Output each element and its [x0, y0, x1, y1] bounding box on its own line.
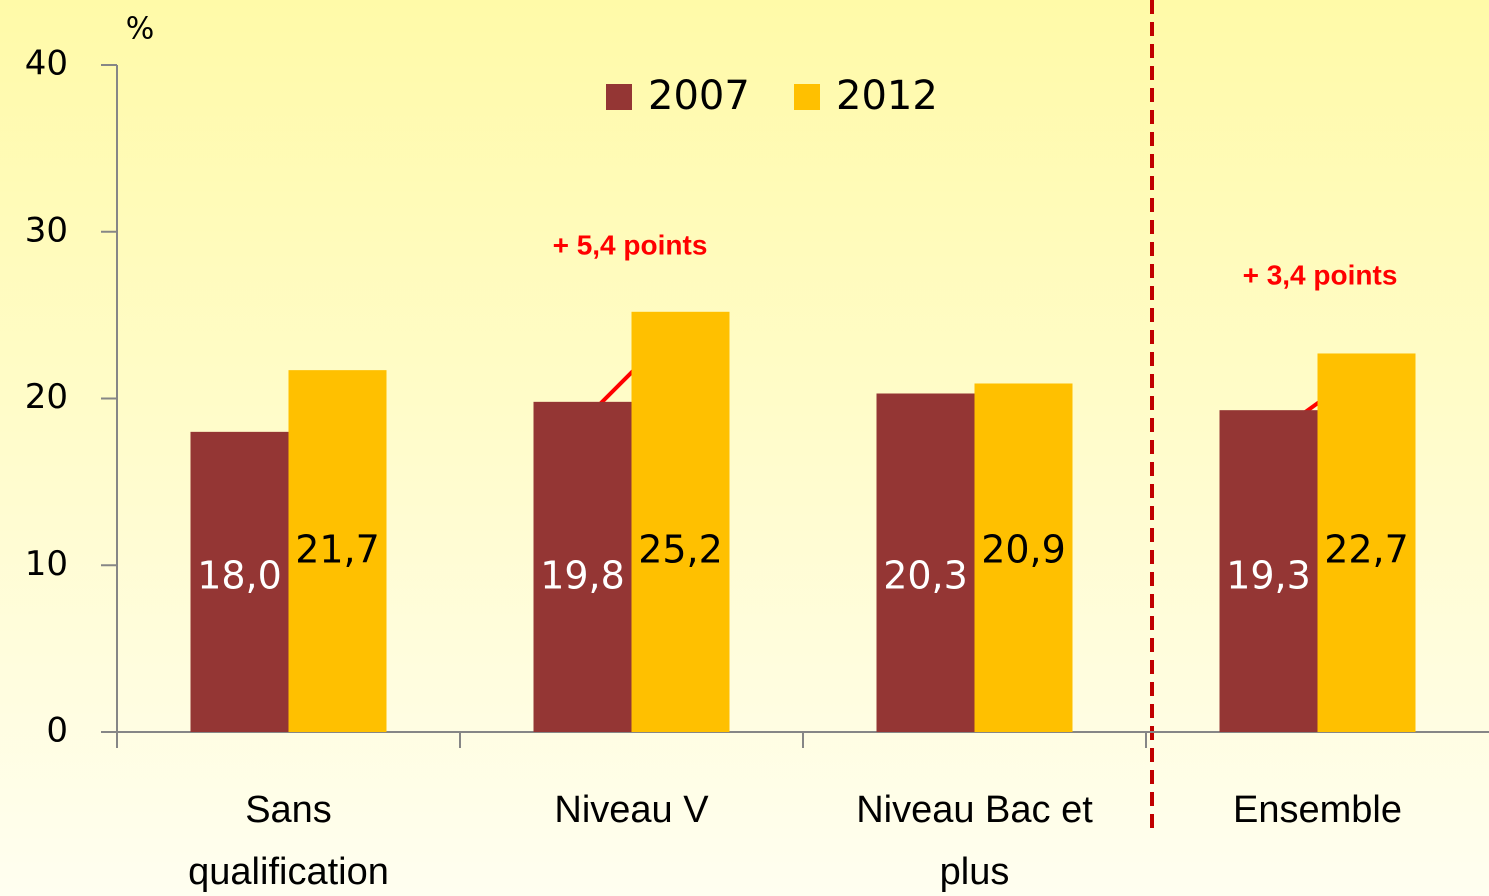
- annotation: + 5,4 points: [553, 229, 708, 260]
- data-label: 20,3: [883, 554, 968, 598]
- y-tick-label: 20: [25, 377, 68, 417]
- bar: [190, 431, 289, 732]
- x-tick-label: Niveau Bac et plus: [856, 789, 1093, 893]
- y-tick-label: 0: [46, 711, 68, 751]
- y-tick-label: 10: [25, 544, 68, 584]
- legend-label: 2012: [836, 73, 938, 119]
- data-label: 18,0: [197, 554, 282, 598]
- bar: [288, 370, 387, 732]
- y-tick-label: 30: [25, 210, 68, 250]
- data-label: 19,3: [1226, 554, 1311, 598]
- bar: [631, 311, 730, 732]
- x-tick-label: Sans qualification: [188, 789, 389, 893]
- legend-swatch: [606, 84, 632, 110]
- bar: [533, 401, 632, 732]
- data-label: 25,2: [638, 528, 723, 572]
- legend-swatch: [794, 84, 820, 110]
- data-label: 21,7: [295, 528, 380, 572]
- annotation: + 3,4 points: [1243, 259, 1398, 290]
- data-label: 19,8: [540, 554, 625, 598]
- x-tick-label: Ensemble: [1233, 789, 1402, 831]
- bar: [1317, 353, 1416, 732]
- y-axis-unit: %: [126, 12, 155, 47]
- data-label: 20,9: [981, 528, 1066, 572]
- data-label: 22,7: [1324, 528, 1409, 572]
- x-tick-label: Niveau V: [554, 789, 709, 831]
- bar: [1219, 410, 1318, 732]
- bar: [974, 383, 1073, 732]
- y-tick-label: 40: [25, 44, 68, 84]
- legend-label: 2007: [648, 73, 750, 119]
- bar: [876, 393, 975, 732]
